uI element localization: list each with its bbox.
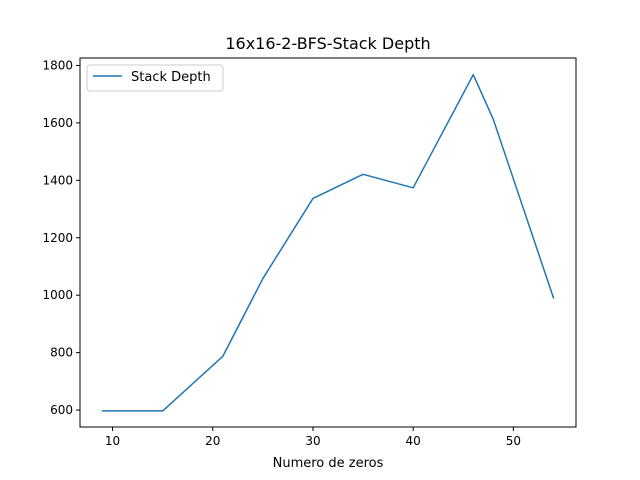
legend: Stack Depth — [86, 64, 224, 92]
y-tick-label: 1000 — [42, 288, 73, 302]
y-tick-label: 1400 — [42, 173, 73, 187]
y-axis-ticks: 600 800 1000 1200 1400 1600 1800 — [42, 58, 80, 417]
x-axis-label: Numero de zeros — [273, 456, 384, 471]
y-tick-label: 600 — [50, 403, 73, 417]
series-line — [101, 73, 555, 412]
x-tick-label: 30 — [305, 434, 320, 448]
series-layer — [101, 73, 555, 412]
plot-frame — [79, 57, 577, 428]
y-tick-label: 1200 — [42, 231, 73, 245]
legend-box — [86, 64, 224, 92]
x-axis-ticks: 10 20 30 40 50 — [105, 427, 521, 448]
x-tick-label: 10 — [105, 434, 120, 448]
x-tick-label: 40 — [406, 434, 421, 448]
chart-title: 16x16-2-BFS-Stack Depth — [225, 34, 430, 53]
x-tick-label: 20 — [205, 434, 220, 448]
y-tick-label: 1600 — [42, 116, 73, 130]
y-tick-label: 1800 — [42, 58, 73, 72]
y-tick-label: 800 — [50, 346, 73, 360]
x-tick-label: 50 — [506, 434, 521, 448]
legend-label: Stack Depth — [131, 70, 211, 85]
